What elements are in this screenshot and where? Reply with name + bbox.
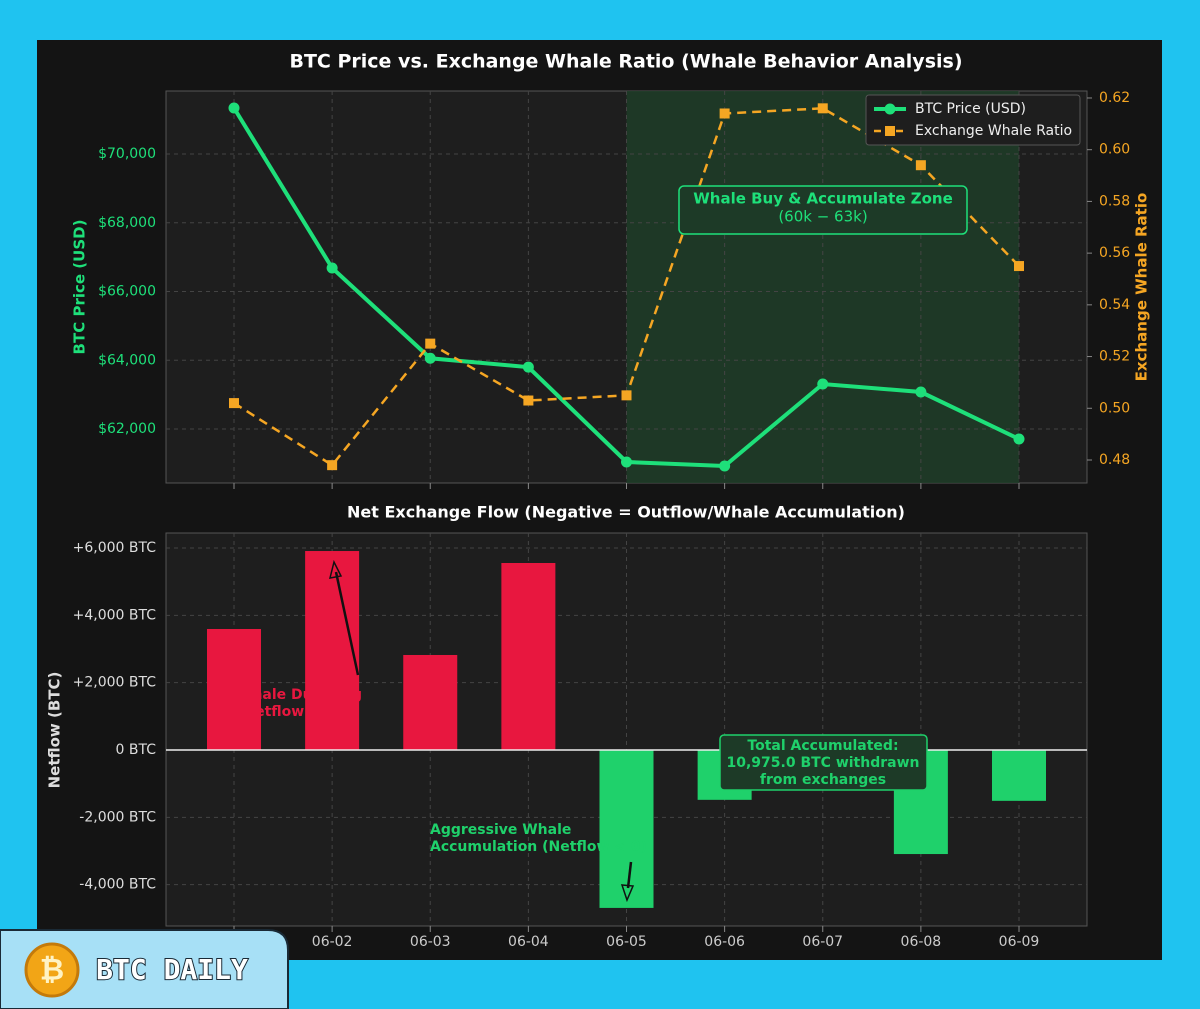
- y2-axis-label: Exchange Whale Ratio: [1133, 193, 1151, 382]
- y-tick-label: 0 BTC: [116, 742, 157, 758]
- annotation-text: Whale Buy & Accumulate Zone: [693, 190, 953, 208]
- legend-marker: [884, 103, 896, 115]
- annotation-text: Total Accumulated:: [747, 738, 898, 754]
- x-tick-label: 06-09: [999, 934, 1040, 950]
- y2-tick-label: 0.58: [1099, 193, 1130, 209]
- x-tick-label: 06-08: [901, 934, 942, 950]
- y-tick-label: $64,000: [98, 352, 156, 368]
- y-tick-label: $70,000: [98, 146, 156, 162]
- annotation-box: [678, 185, 968, 235]
- chart-title: BTC Price vs. Exchange Whale Ratio (Whal…: [289, 51, 962, 73]
- annotation-text: Accumulation (Netflow < 0): [430, 839, 647, 855]
- marker: [621, 390, 632, 401]
- y-tick-label: $68,000: [98, 215, 156, 231]
- y2-tick-label: 0.60: [1099, 142, 1130, 158]
- marker: [817, 103, 828, 114]
- y-tick-label: -4,000 BTC: [79, 877, 156, 893]
- marker: [915, 160, 926, 171]
- y2-tick-label: 0.50: [1099, 400, 1130, 416]
- logo-coin: [24, 942, 80, 998]
- y-tick-label: $66,000: [98, 284, 156, 300]
- marker: [523, 395, 534, 406]
- marker: [1014, 261, 1024, 272]
- marker: [522, 361, 534, 373]
- bar: [992, 750, 1046, 801]
- x-tick-label: 06-02: [312, 934, 353, 950]
- bar: [305, 551, 360, 751]
- y-tick-label: +6,000 BTC: [73, 540, 157, 556]
- y2-tick-label: 0.56: [1099, 245, 1130, 261]
- bar: [501, 563, 556, 751]
- y2-tick-label: 0.48: [1099, 452, 1130, 468]
- legend-marker: [885, 126, 895, 136]
- y-tick-label: +4,000 BTC: [73, 607, 157, 623]
- arrow: [626, 861, 633, 889]
- annotation-text: 10,975.0 BTC withdrawn: [727, 755, 920, 771]
- x-tick-label: 06-05: [606, 934, 647, 950]
- y-axis-label: BTC Price (USD): [71, 220, 89, 355]
- marker: [817, 378, 829, 390]
- marker: [229, 398, 239, 409]
- arrow: [334, 571, 360, 676]
- marker: [1013, 433, 1025, 445]
- legend-label: Exchange Whale Ratio: [915, 123, 1072, 139]
- logo-icon: ₿: [40, 953, 64, 988]
- bar: [599, 750, 654, 908]
- marker: [915, 386, 927, 398]
- y2-tick-label: 0.54: [1099, 297, 1130, 313]
- arrow-head: [620, 884, 635, 903]
- y2-tick-label: 0.52: [1099, 349, 1130, 365]
- logo-box: [0, 929, 289, 1009]
- x-tick-label: 06-04: [508, 934, 549, 950]
- y-tick-label: -2,000 BTC: [79, 809, 156, 825]
- y-axis-label: Netflow (BTC): [46, 672, 64, 789]
- marker: [621, 456, 632, 468]
- marker: [326, 262, 338, 274]
- legend-label: BTC Price (USD): [915, 101, 1026, 117]
- y-tick-label: +2,000 BTC: [73, 675, 157, 691]
- arrow-head: [328, 559, 343, 579]
- x-tick-label: 06-03: [410, 934, 451, 950]
- marker: [424, 352, 436, 364]
- x-tick-label: 06-06: [704, 934, 745, 950]
- bar: [403, 654, 458, 751]
- logo-text: BTC DAILY: [96, 953, 248, 986]
- chart-title: Net Exchange Flow (Negative = Outflow/Wh…: [347, 503, 905, 522]
- marker: [719, 460, 731, 472]
- x-tick-label: 06-07: [802, 934, 843, 950]
- marker: [719, 108, 730, 119]
- legend-box: [865, 94, 1081, 146]
- bar: [207, 628, 261, 751]
- marker: [425, 338, 436, 349]
- marker: [228, 102, 240, 114]
- y2-tick-label: 0.62: [1099, 90, 1130, 106]
- plot-layer: $62,000 $64,000 $66,000 $68,000 $70,000 0.48 0…: [46, 51, 1151, 951]
- annotation-text: (60k − 63k): [778, 208, 867, 226]
- marker: [327, 460, 338, 471]
- y-tick-label: $62,000: [98, 421, 156, 437]
- annotation-box: [719, 734, 928, 791]
- annotation-text: from exchanges: [760, 772, 886, 788]
- annotation-text: Aggressive Whale: [430, 822, 571, 838]
